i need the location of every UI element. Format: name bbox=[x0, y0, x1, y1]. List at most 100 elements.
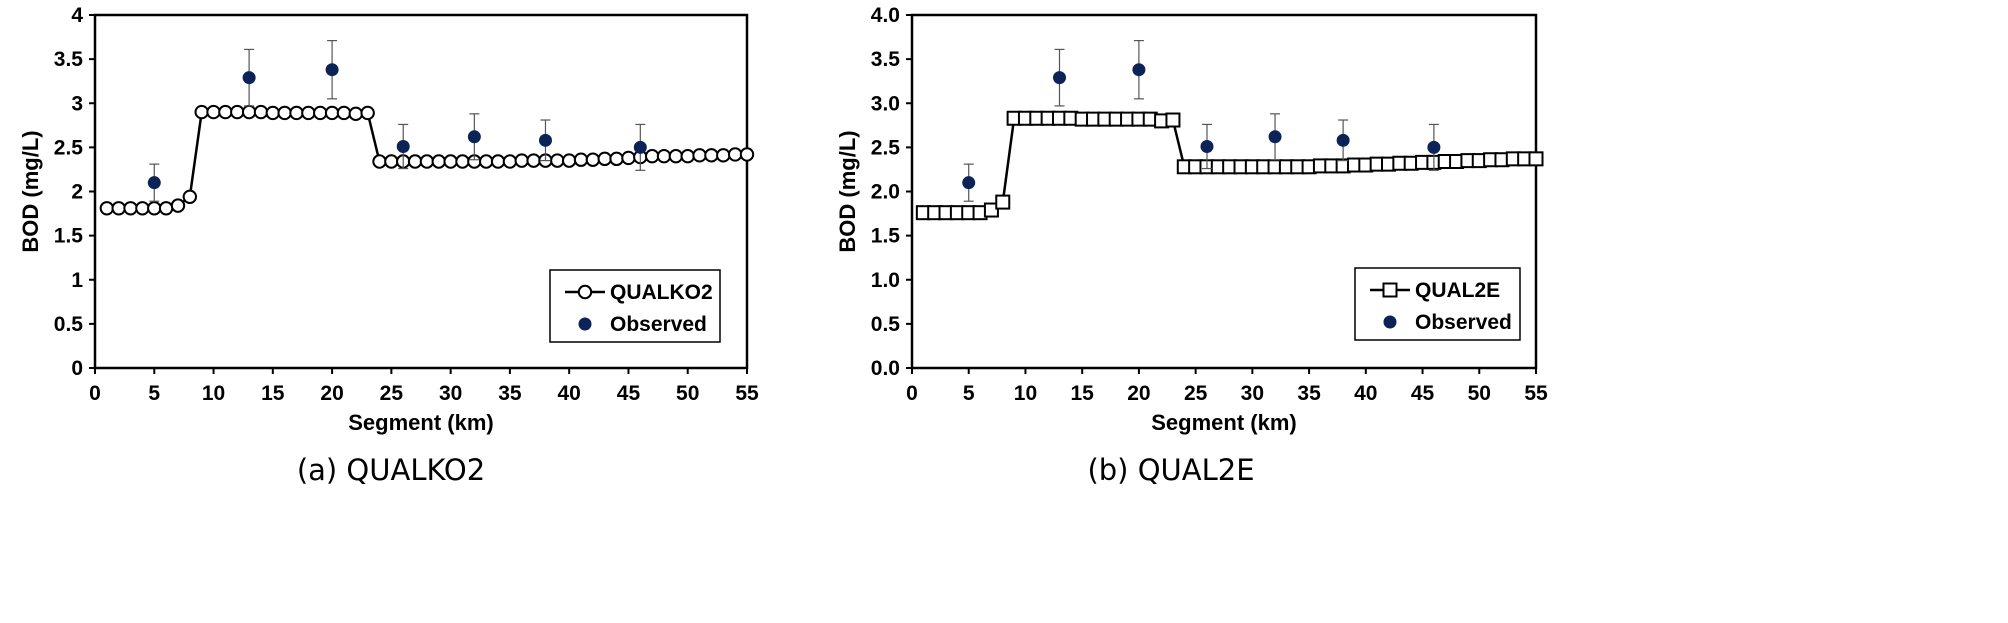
x-tick-label: 50 bbox=[676, 382, 699, 405]
model-point bbox=[656, 149, 672, 164]
x-axis-title: Segment (km) bbox=[348, 410, 493, 435]
model-point bbox=[301, 105, 316, 121]
observed-point bbox=[467, 130, 481, 144]
chart-qualko2: 00.511.522.533.540 5 10 15 20 25 30 35 40 45 50 55S… bbox=[18, 4, 759, 487]
observed-point bbox=[538, 133, 552, 147]
y-tick-label: 2 bbox=[71, 181, 83, 204]
model-point bbox=[277, 105, 292, 121]
y-tick-label: 2.5 bbox=[54, 136, 84, 159]
legend-label-model: QUALKO2 bbox=[610, 281, 713, 304]
model-point bbox=[158, 201, 174, 216]
model-point bbox=[692, 148, 707, 163]
x-tick-label: 30 bbox=[439, 382, 462, 405]
observed-point bbox=[396, 139, 410, 153]
x-tick-label: 20 bbox=[320, 382, 343, 405]
model-point bbox=[135, 201, 150, 216]
model-point bbox=[241, 104, 257, 120]
model-point bbox=[313, 105, 328, 121]
x-tick-label: 50 bbox=[1468, 382, 1491, 405]
model-point bbox=[206, 104, 221, 120]
model-point bbox=[561, 153, 577, 168]
model-point bbox=[455, 154, 470, 169]
model-point bbox=[194, 104, 209, 120]
model-point bbox=[716, 148, 731, 163]
model-point bbox=[230, 104, 245, 120]
y-axis-title: BOD (mg/L) bbox=[835, 130, 860, 252]
y-tick-label: 0.0 bbox=[871, 357, 900, 380]
model-point bbox=[336, 105, 352, 121]
chart-caption: (b) QUAL2E bbox=[1087, 453, 1254, 487]
model-point bbox=[348, 106, 363, 122]
legend: QUALKO2 Observed bbox=[549, 269, 721, 343]
model-point bbox=[443, 154, 458, 169]
y-tick-label: 3.5 bbox=[871, 48, 901, 71]
model-point bbox=[324, 105, 340, 121]
model-point bbox=[170, 198, 186, 213]
model-point bbox=[668, 149, 684, 164]
y-tick-label: 3 bbox=[71, 92, 83, 115]
x-tick-label: 15 bbox=[1071, 382, 1095, 405]
x-tick-label: 25 bbox=[1184, 382, 1208, 405]
model-point bbox=[609, 151, 624, 167]
y-tick-label: 3.5 bbox=[54, 48, 84, 71]
y-tick-label: 0.5 bbox=[871, 313, 901, 336]
model-point bbox=[419, 154, 435, 169]
model-point bbox=[99, 201, 115, 216]
x-tick-label: 45 bbox=[1411, 382, 1435, 405]
x-tick-label: 0 bbox=[906, 382, 918, 405]
model-point bbox=[289, 105, 304, 121]
legend-label-observed: Observed bbox=[1415, 311, 1512, 334]
y-tick-label: 2.0 bbox=[871, 181, 900, 204]
model-point bbox=[983, 202, 999, 218]
model-point bbox=[597, 151, 612, 167]
y-tick-label: 4.0 bbox=[871, 4, 900, 27]
model-point bbox=[514, 153, 529, 168]
x-tick-label: 10 bbox=[202, 382, 225, 405]
observed-point bbox=[1336, 133, 1350, 147]
y-tick-label: 0 bbox=[71, 357, 83, 380]
observed-point bbox=[962, 176, 976, 190]
observed-point bbox=[1052, 71, 1066, 85]
legend-marker-sample bbox=[1382, 282, 1398, 298]
legend-box bbox=[549, 269, 721, 343]
y-tick-label: 1.5 bbox=[871, 225, 901, 248]
model-point bbox=[111, 201, 126, 216]
observed-point bbox=[1200, 139, 1214, 153]
chart-qual2e: 0.0 0.5 1.0 1.5 2.0 2.5 3.0 3.5 4.0 0 5 10 15 20 25 30 3… bbox=[835, 4, 1548, 487]
observed-point bbox=[633, 140, 647, 154]
x-tick-label: 30 bbox=[1241, 382, 1264, 405]
model-point bbox=[431, 154, 446, 169]
model-point bbox=[253, 104, 269, 120]
model-point bbox=[739, 147, 755, 162]
model-point bbox=[360, 105, 375, 121]
x-tick-label: 10 bbox=[1014, 382, 1037, 405]
observed-point bbox=[1268, 130, 1282, 144]
x-tick-label: 5 bbox=[963, 382, 975, 405]
x-tick-label: 25 bbox=[380, 382, 404, 405]
x-tick-label: 35 bbox=[1297, 382, 1321, 405]
model-point bbox=[704, 148, 719, 163]
y-tick-label: 4 bbox=[71, 4, 83, 27]
observed-point bbox=[325, 63, 339, 77]
model-point bbox=[727, 147, 743, 162]
model-point bbox=[573, 152, 589, 167]
chart-caption: (a) QUALKO2 bbox=[297, 453, 485, 487]
x-tick-label: 45 bbox=[617, 382, 641, 405]
y-tick-label: 0.5 bbox=[54, 313, 84, 336]
x-tick-label: 15 bbox=[261, 382, 285, 405]
model-point bbox=[490, 154, 506, 169]
model-point bbox=[621, 150, 636, 166]
x-tick-label: 40 bbox=[1354, 382, 1377, 405]
x-tick-label: 0 bbox=[89, 382, 101, 405]
model-point bbox=[147, 201, 162, 216]
model-point bbox=[1528, 151, 1544, 167]
legend-marker-sample bbox=[577, 284, 593, 300]
legend-box bbox=[1354, 267, 1521, 341]
x-tick-label: 5 bbox=[148, 382, 160, 405]
y-axis-title: BOD (mg/L) bbox=[18, 130, 43, 252]
model-point bbox=[123, 201, 138, 216]
observed-point bbox=[1132, 63, 1146, 77]
model-point bbox=[218, 104, 233, 120]
legend-marker-observed bbox=[1383, 315, 1397, 329]
